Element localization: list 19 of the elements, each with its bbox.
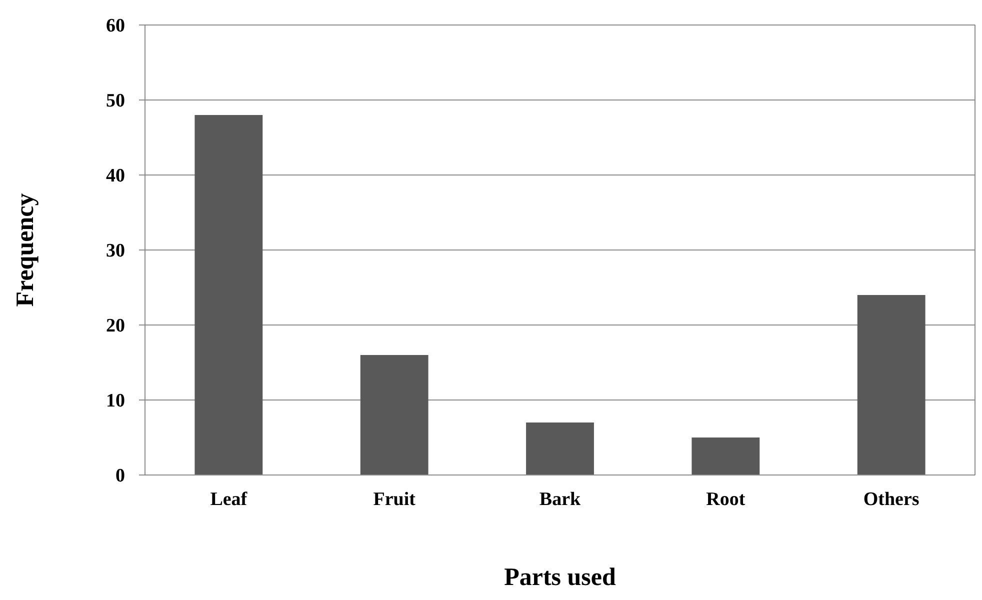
y-axis-title: Frequency [12, 192, 39, 307]
y-tick-label: 30 [106, 240, 125, 262]
y-tick-label: 40 [106, 166, 125, 187]
y-tick-label: 20 [106, 316, 125, 337]
x-axis-title: Parts used [504, 564, 616, 591]
bar [194, 115, 263, 475]
y-tick-label: 0 [116, 466, 125, 487]
x-tick-label: Fruit [373, 489, 416, 510]
y-tick-label: 60 [106, 16, 125, 37]
x-tick-label: Others [863, 489, 920, 510]
bar [857, 295, 926, 475]
x-tick-label: Leaf [210, 489, 248, 510]
y-tick-label: 50 [106, 90, 125, 112]
x-tick-label: Root [706, 489, 746, 510]
bar [692, 438, 760, 475]
y-tick-label: 10 [106, 390, 125, 412]
bar [360, 355, 428, 475]
x-tick-label: Bark [539, 489, 582, 510]
bar [526, 422, 594, 475]
